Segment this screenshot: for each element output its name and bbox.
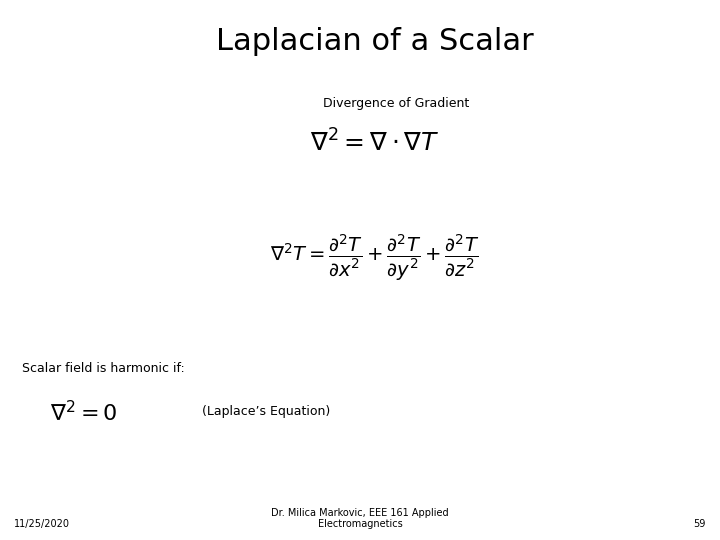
Text: Dr. Milica Markovic, EEE 161 Applied
Electromagnetics: Dr. Milica Markovic, EEE 161 Applied Ele… xyxy=(271,508,449,529)
Text: (Laplace’s Equation): (Laplace’s Equation) xyxy=(202,405,330,418)
Text: $\nabla^2 = \nabla \cdot \nabla T$: $\nabla^2 = \nabla \cdot \nabla T$ xyxy=(310,130,439,157)
Text: 11/25/2020: 11/25/2020 xyxy=(14,519,71,529)
Text: $\nabla^2 = 0$: $\nabla^2 = 0$ xyxy=(50,400,118,425)
Text: Scalar field is harmonic if:: Scalar field is harmonic if: xyxy=(22,362,184,375)
Text: $\nabla^2 T = \dfrac{\partial^2 T}{\partial x^2} + \dfrac{\partial^2 T}{\partial: $\nabla^2 T = \dfrac{\partial^2 T}{\part… xyxy=(270,232,479,282)
Text: 59: 59 xyxy=(693,519,706,529)
Text: Laplacian of a Scalar: Laplacian of a Scalar xyxy=(215,27,534,56)
Text: Divergence of Gradient: Divergence of Gradient xyxy=(323,97,469,110)
